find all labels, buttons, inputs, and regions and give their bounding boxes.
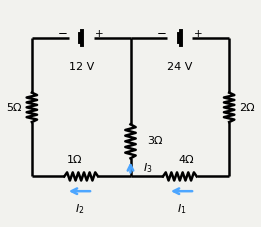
Text: $I_2$: $I_2$ (75, 202, 84, 215)
Text: −: − (157, 27, 167, 40)
Text: +: + (194, 28, 202, 38)
Text: +: + (95, 28, 104, 38)
Text: $I_1$: $I_1$ (177, 202, 186, 215)
Text: 5Ω: 5Ω (6, 103, 21, 113)
Text: −: − (58, 27, 68, 40)
Text: 12 V: 12 V (69, 62, 94, 72)
Text: 1Ω: 1Ω (67, 154, 82, 164)
Text: $I_3$: $I_3$ (144, 161, 153, 175)
Text: 3Ω: 3Ω (147, 135, 163, 145)
Text: 24 V: 24 V (167, 62, 193, 72)
Text: 2Ω: 2Ω (240, 103, 255, 113)
Text: 4Ω: 4Ω (179, 154, 194, 164)
